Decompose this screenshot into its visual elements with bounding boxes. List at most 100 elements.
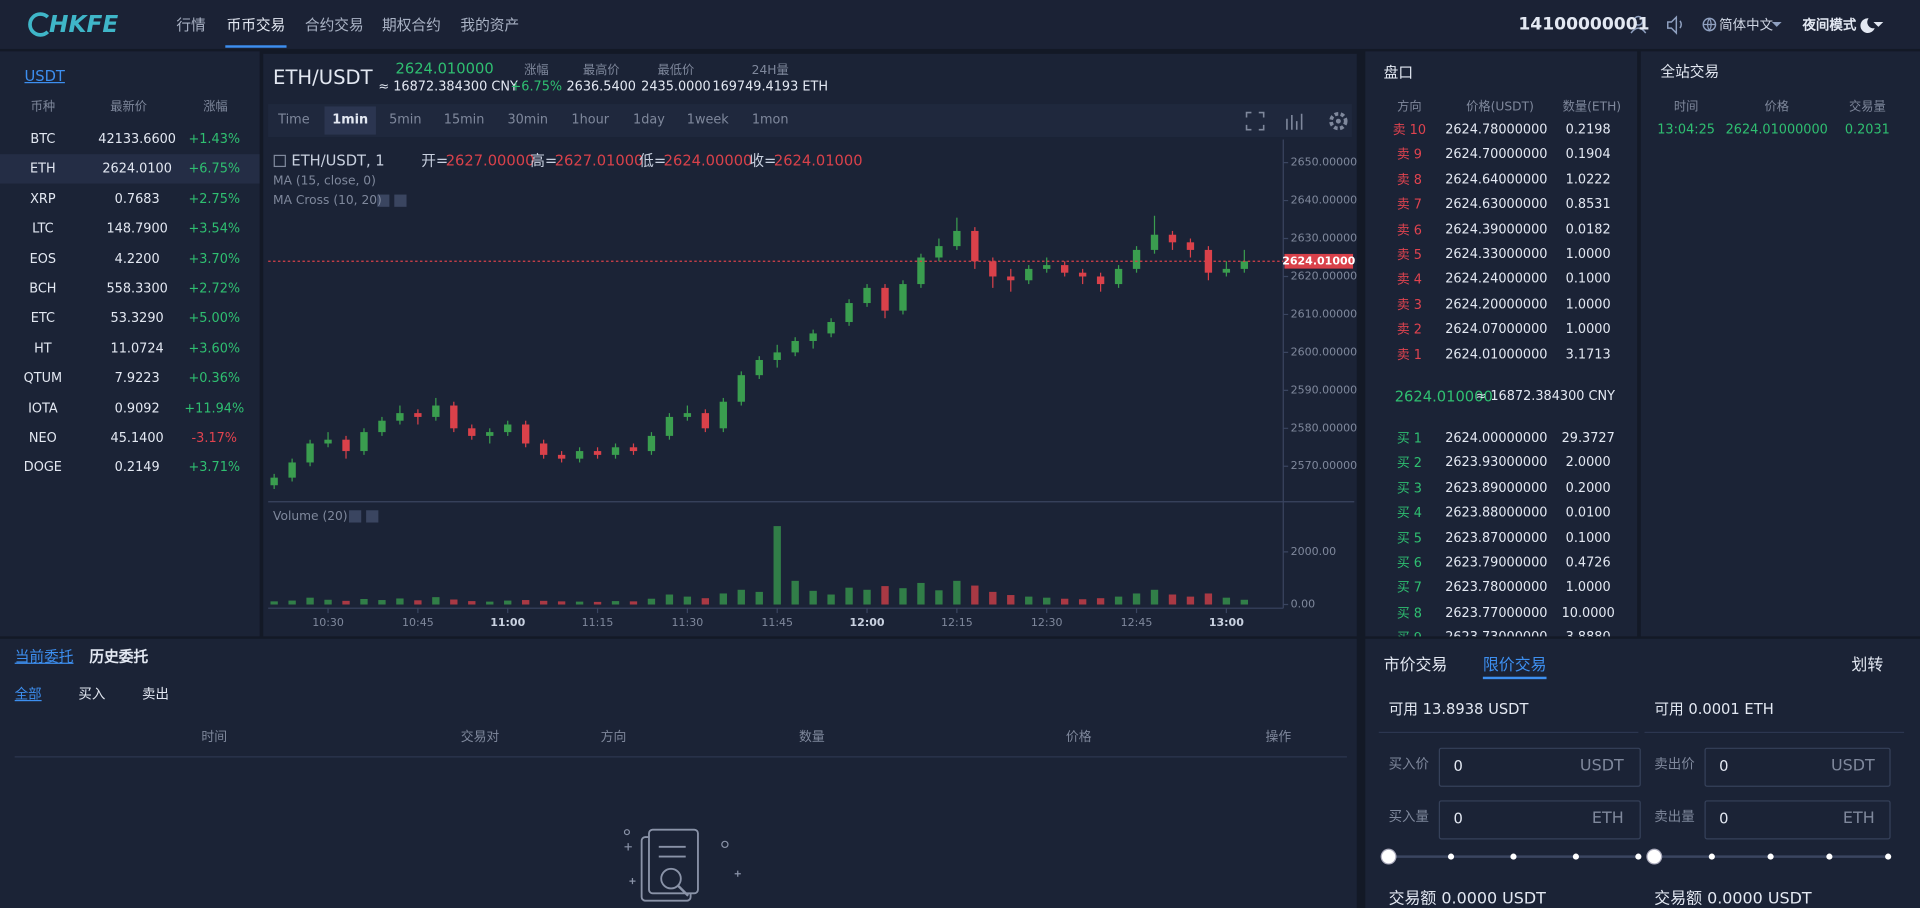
interval[interactable]: 15min — [443, 112, 485, 128]
price[interactable]: 2624.63000000 — [1445, 197, 1548, 212]
last-price-label: 2624.01000 — [1282, 254, 1355, 267]
price[interactable]: 2623.78000000 — [1445, 580, 1548, 596]
field-value[interactable]: 0 — [1453, 757, 1463, 775]
amount: 0.4726 — [1565, 555, 1611, 571]
price[interactable]: 2624.70000000 — [1445, 147, 1548, 163]
mid-price: 2624.010000 — [1394, 387, 1493, 406]
candle-body — [1007, 276, 1015, 281]
candle-body — [342, 439, 350, 452]
interval[interactable]: 5min — [389, 112, 422, 128]
price[interactable]: 2624.07000000 — [1445, 322, 1548, 337]
transfer[interactable]: 划转 — [1851, 656, 1884, 675]
coin[interactable]: DOGE — [23, 460, 62, 476]
interval[interactable]: 30min — [507, 112, 549, 128]
interval[interactable]: Time — [278, 112, 310, 128]
candle-body — [288, 462, 296, 478]
nav-link[interactable]: 币币交易 — [226, 16, 286, 34]
price[interactable]: 2623.73000000 — [1445, 630, 1547, 636]
candle-body — [306, 443, 314, 463]
filter[interactable]: 全部 — [14, 686, 42, 703]
orders-tab[interactable]: 当前委托 — [14, 647, 74, 666]
night-mode[interactable]: 夜间模式 — [1802, 17, 1857, 34]
nav-link[interactable]: 我的资产 — [460, 16, 520, 34]
price[interactable]: 2623.87000000 — [1445, 530, 1548, 546]
volume-bar — [414, 600, 422, 605]
language[interactable]: 简体中文 — [1719, 17, 1774, 34]
interval[interactable]: 1hour — [571, 112, 610, 128]
collapse-icon[interactable] — [273, 154, 286, 168]
coin[interactable]: EOS — [29, 251, 57, 267]
market-tab[interactable]: USDT — [24, 67, 65, 85]
nav-link[interactable]: 合约交易 — [304, 16, 364, 34]
price[interactable]: 2623.79000000 — [1445, 555, 1548, 571]
last-price: 0.2149 — [114, 460, 160, 476]
candle-body — [701, 413, 710, 429]
field-value[interactable]: 0 — [1719, 757, 1729, 775]
sell-amount-input[interactable] — [1704, 800, 1891, 840]
buy-price-input[interactable] — [1438, 747, 1641, 787]
interval[interactable]: 1week — [686, 112, 729, 128]
indicator-icon[interactable] — [394, 194, 407, 207]
coin[interactable]: ETC — [30, 311, 55, 326]
price[interactable]: 2624.20000000 — [1445, 297, 1548, 312]
coin[interactable]: LTC — [32, 221, 54, 237]
sliders[interactable] — [1371, 844, 1910, 868]
nav-link[interactable]: 行情 — [176, 16, 206, 34]
amount: 1.0000 — [1565, 297, 1611, 312]
amount: 0.2000 — [1565, 480, 1611, 496]
field-value[interactable]: 0 — [1719, 810, 1729, 828]
candle-body — [450, 405, 458, 429]
volume-bar — [845, 587, 853, 605]
price[interactable]: 2624.24000000 — [1445, 272, 1548, 287]
volume-bar — [324, 599, 332, 605]
indicator-icon[interactable] — [377, 194, 390, 207]
stat-label: 最低价 — [657, 64, 695, 78]
field-value[interactable]: 0 — [1453, 810, 1463, 828]
logo[interactable]: HKFE — [48, 11, 119, 38]
coin[interactable]: IOTA — [28, 400, 58, 416]
order-book: 盘口 方向 价格(USDT) 数量(ETH) 卖 10 2624.78000000 0.21… — [1365, 51, 1638, 637]
coin[interactable]: NEO — [28, 430, 57, 446]
interval[interactable]: 1min — [332, 112, 369, 128]
volume-bar — [917, 582, 925, 605]
price[interactable]: 2623.89000000 — [1445, 480, 1548, 496]
sell-price-input[interactable] — [1704, 747, 1891, 787]
coin[interactable]: XRP — [30, 191, 56, 207]
price[interactable]: 2624.01000000 — [1445, 347, 1548, 362]
price[interactable]: 2623.88000000 — [1445, 505, 1548, 521]
account[interactable]: 14100000001 — [1518, 14, 1650, 35]
volume-bar — [342, 600, 350, 605]
coin[interactable]: BTC — [30, 132, 56, 147]
column-header: 涨幅 — [203, 100, 228, 115]
interval[interactable]: 1day — [633, 112, 665, 128]
coin[interactable]: HT — [34, 341, 52, 356]
coin[interactable]: BCH — [29, 281, 57, 297]
interval[interactable]: 1mon — [751, 112, 789, 128]
volume-bar — [1096, 598, 1105, 605]
price[interactable]: 2624.39000000 — [1445, 222, 1548, 237]
coin[interactable]: ETH — [30, 162, 56, 177]
side: 卖 2 — [1396, 322, 1422, 338]
indicator-icon[interactable] — [366, 510, 379, 523]
trade-tab[interactable]: 市价交易 — [1383, 656, 1448, 675]
candle-body — [1061, 265, 1069, 273]
coin[interactable]: QTUM — [23, 371, 63, 386]
price[interactable]: 2624.64000000 — [1445, 172, 1548, 187]
nav-link[interactable]: 期权合约 — [382, 16, 441, 34]
chart-tools[interactable] — [1243, 109, 1353, 133]
price[interactable]: 2623.77000000 — [1445, 605, 1548, 621]
amount: 1.0000 — [1565, 580, 1611, 596]
price[interactable]: 2624.78000000 — [1445, 122, 1548, 138]
filter[interactable]: 买入 — [78, 686, 106, 703]
filter[interactable]: 卖出 — [142, 686, 169, 703]
side: 买 9 — [1397, 629, 1422, 636]
price[interactable]: 2624.00000000 — [1445, 430, 1548, 446]
price[interactable]: 2623.93000000 — [1445, 455, 1548, 471]
trade-tab[interactable]: 限价交易 — [1482, 656, 1547, 675]
price[interactable]: 2624.33000000 — [1445, 247, 1548, 262]
side: 买 3 — [1396, 481, 1422, 496]
amount: 10.0000 — [1561, 605, 1615, 621]
orders-tab[interactable]: 历史委托 — [89, 647, 149, 666]
indicator-icon[interactable] — [348, 510, 362, 523]
buy-amount-input[interactable] — [1438, 800, 1641, 840]
